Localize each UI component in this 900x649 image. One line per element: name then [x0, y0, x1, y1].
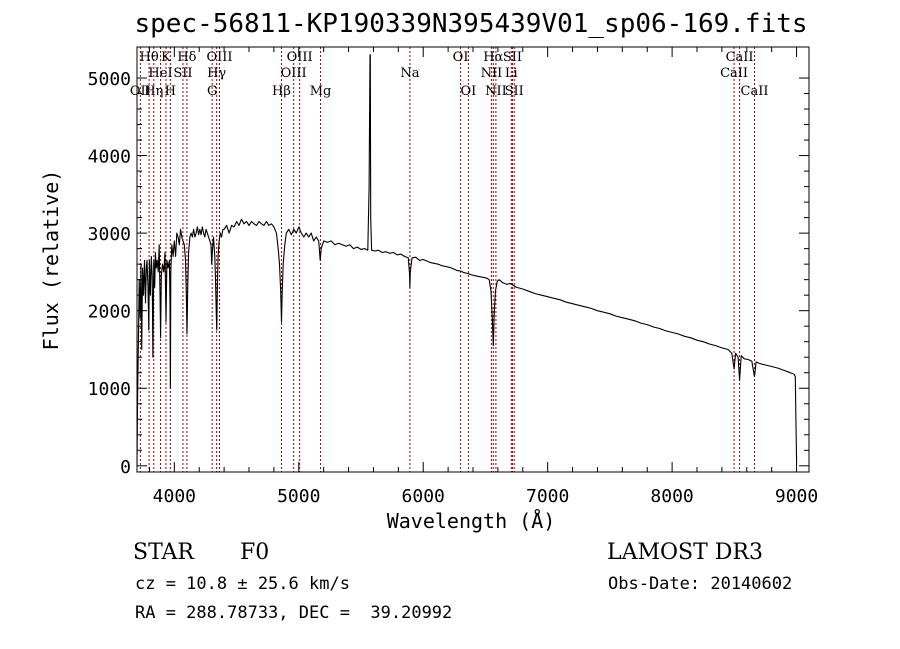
x-tick-label: 7000 [526, 486, 569, 507]
spectral-line-label: OI [453, 50, 469, 65]
object-class: STAR [133, 540, 194, 565]
redshift-info: cz = 10.8 ± 25.6 km/s [135, 574, 350, 594]
x-tick-label: 5000 [277, 486, 320, 507]
spectral-line-label: CaII [720, 66, 748, 81]
spectral-lines-layer [139, 47, 755, 472]
axis-ticks: 4000 5000 6000 7000 8000 9000 0 1000 2000 3000 400… [88, 47, 818, 507]
spectral-line-label: OII [130, 84, 151, 99]
spectral-line-label: Hη [144, 84, 163, 99]
spectral-line-label: SII [505, 84, 524, 99]
coordinates: RA = 288.78733, DEC = 39.20992 [135, 603, 453, 623]
spectral-line-label: CaII [726, 50, 754, 65]
y-tick-label: 3000 [88, 224, 131, 245]
spectral-line-label: H [165, 84, 176, 99]
spectral-line-label: NII [481, 66, 503, 81]
object-subclass: F0 [240, 540, 270, 565]
y-tick-label: 2000 [88, 302, 131, 323]
chart-title: spec-56811-KP190339N395439V01_sp06-169.f… [134, 9, 807, 39]
x-tick-label: 9000 [775, 486, 818, 507]
x-tick-label: 4000 [153, 486, 196, 507]
y-tick-label: 4000 [88, 147, 131, 168]
plot-frame [136, 46, 810, 473]
spectral-line-label: OIII [206, 50, 232, 65]
spectral-line-label: SII [503, 50, 522, 65]
spectral-line-label: Hβ [272, 84, 291, 99]
x-tick-label: 8000 [650, 486, 693, 507]
spectral-line-label: Hθ [139, 50, 158, 65]
spectral-line-label: SII [173, 66, 192, 81]
x-tick-label: 6000 [402, 486, 445, 507]
x-axis-label: Wavelength (Å) [387, 509, 556, 533]
spectral-line-label: CaII [741, 84, 769, 99]
series-line-flux [136, 54, 798, 466]
spectral-line-label: Mg [310, 84, 332, 99]
spectral-line-label: Hα [483, 50, 503, 65]
obs-date: Obs-Date: 20140602 [608, 574, 793, 594]
y-tick-label: 0 [120, 457, 131, 478]
y-tick-label: 1000 [88, 379, 131, 400]
spectral-line-label: G [207, 84, 217, 99]
survey-name: LAMOST DR3 [607, 540, 763, 565]
spectral-line-label: OI [460, 84, 476, 99]
y-tick-label: 5000 [88, 69, 131, 90]
spectral-line-label: Li [505, 66, 518, 81]
spectral-line-label: HeI [148, 66, 172, 81]
series-layer [136, 54, 798, 466]
spectral-line-label: Hγ [207, 66, 226, 81]
spectral-line-label: NII [485, 84, 507, 99]
y-axis-label: Flux (relative) [39, 170, 63, 351]
spectral-line-label: OIII [281, 66, 307, 81]
spectral-line-label: Hδ [177, 50, 196, 65]
spectral-line-label: OIII [287, 50, 313, 65]
spectral-line-label: K [161, 50, 171, 65]
spectral-line-label: Na [400, 66, 419, 81]
